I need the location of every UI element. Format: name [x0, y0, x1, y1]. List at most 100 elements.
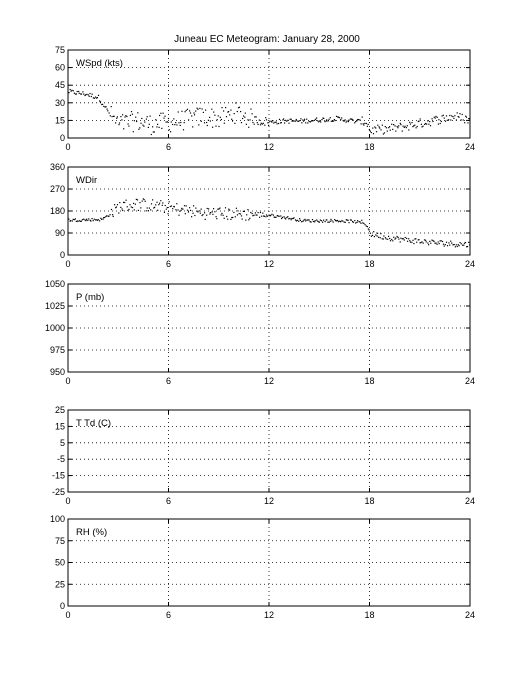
y-tick-label: 15: [55, 115, 65, 125]
data-point: [317, 220, 319, 222]
data-point: [156, 126, 158, 128]
data-point: [189, 112, 192, 114]
x-tick-label: 12: [264, 259, 274, 269]
data-point: [400, 124, 402, 126]
data-point: [401, 238, 403, 240]
data-point: [302, 220, 304, 222]
data-point: [444, 120, 447, 122]
data-point: [88, 95, 90, 97]
data-point: [148, 123, 150, 125]
data-point: [85, 94, 87, 96]
data-point: [305, 122, 307, 124]
data-point: [103, 105, 105, 107]
data-point: [299, 218, 301, 220]
data-point: [459, 113, 461, 115]
data-point: [313, 119, 316, 121]
data-point: [82, 91, 84, 93]
data-point: [415, 127, 417, 129]
data-point: [389, 237, 391, 240]
data-point: [178, 214, 180, 216]
data-point: [421, 241, 423, 243]
data-point: [394, 238, 396, 240]
data-point: [434, 117, 436, 119]
data-point: [89, 92, 91, 95]
data-point: [218, 125, 220, 128]
data-point: [356, 120, 358, 122]
data-point: [275, 216, 277, 218]
data-point: [180, 209, 182, 211]
data-point: [74, 93, 77, 95]
data-point: [68, 92, 70, 94]
data-point: [331, 220, 333, 222]
data-point: [183, 205, 186, 207]
y-tick-label: 100: [50, 514, 65, 524]
data-point: [175, 122, 177, 124]
data-point: [387, 238, 389, 240]
data-point: [442, 243, 445, 245]
data-point: [363, 124, 365, 126]
data-point: [339, 220, 341, 222]
data-point: [276, 215, 278, 217]
data-point: [280, 122, 282, 124]
data-point: [301, 221, 303, 223]
data-point: [389, 240, 392, 242]
y-tick-label: -5: [57, 454, 65, 464]
data-point: [214, 211, 216, 213]
data-point: [254, 212, 256, 214]
data-point: [416, 125, 418, 128]
y-tick-label: 1050: [45, 279, 65, 289]
data-point: [156, 201, 158, 203]
data-point: [364, 224, 366, 226]
data-point: [101, 103, 103, 106]
data-point: [221, 107, 223, 109]
data-point: [72, 218, 74, 220]
data-point: [170, 205, 173, 207]
data-point: [230, 109, 232, 111]
panel-label: RH (%): [76, 527, 107, 538]
data-point: [311, 219, 314, 221]
data-point: [112, 214, 114, 216]
data-point: [95, 219, 97, 221]
data-point: [373, 236, 375, 238]
data-point: [465, 116, 468, 118]
data-point: [120, 206, 122, 208]
data-point: [134, 203, 136, 205]
data-point: [465, 115, 467, 117]
data-point: [227, 111, 229, 113]
data-point: [135, 198, 137, 200]
data-point: [87, 219, 89, 221]
data-point: [332, 221, 334, 223]
data-point: [234, 216, 236, 218]
data-point: [150, 203, 153, 205]
data-point: [245, 123, 247, 125]
data-point: [376, 235, 378, 237]
data-point: [439, 122, 441, 125]
data-point: [422, 242, 424, 244]
data-point: [69, 88, 71, 91]
data-point: [267, 215, 269, 217]
data-point: [204, 218, 206, 220]
data-point: [344, 119, 346, 121]
data-point: [206, 214, 208, 216]
data-point: [115, 206, 117, 208]
data-point: [252, 215, 254, 217]
data-point: [199, 212, 201, 214]
data-point: [118, 122, 121, 124]
data-point: [183, 122, 185, 124]
data-point: [428, 123, 430, 125]
data-point: [193, 114, 196, 116]
data-point: [146, 116, 148, 118]
data-point: [395, 130, 397, 132]
data-point: [316, 117, 318, 119]
data-point: [355, 121, 357, 123]
data-point: [443, 245, 445, 247]
data-point: [198, 210, 200, 212]
data-point: [304, 218, 306, 220]
data-point: [383, 235, 385, 237]
data-point: [456, 245, 458, 248]
data-point: [338, 117, 341, 119]
data-point: [348, 119, 350, 121]
data-point: [460, 243, 462, 245]
data-point: [380, 129, 382, 131]
data-point: [172, 208, 174, 210]
